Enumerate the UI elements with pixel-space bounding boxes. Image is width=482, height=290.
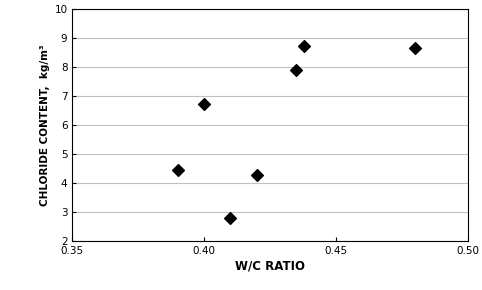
Point bbox=[411, 46, 419, 50]
Point bbox=[174, 167, 182, 172]
Point bbox=[253, 173, 261, 178]
Point bbox=[300, 44, 308, 49]
Y-axis label: CHLORIDE CONTENT,  kg/m³: CHLORIDE CONTENT, kg/m³ bbox=[40, 44, 50, 206]
Point bbox=[227, 215, 234, 220]
Point bbox=[293, 67, 300, 72]
X-axis label: W/C RATIO: W/C RATIO bbox=[235, 260, 305, 273]
Point bbox=[200, 102, 208, 107]
